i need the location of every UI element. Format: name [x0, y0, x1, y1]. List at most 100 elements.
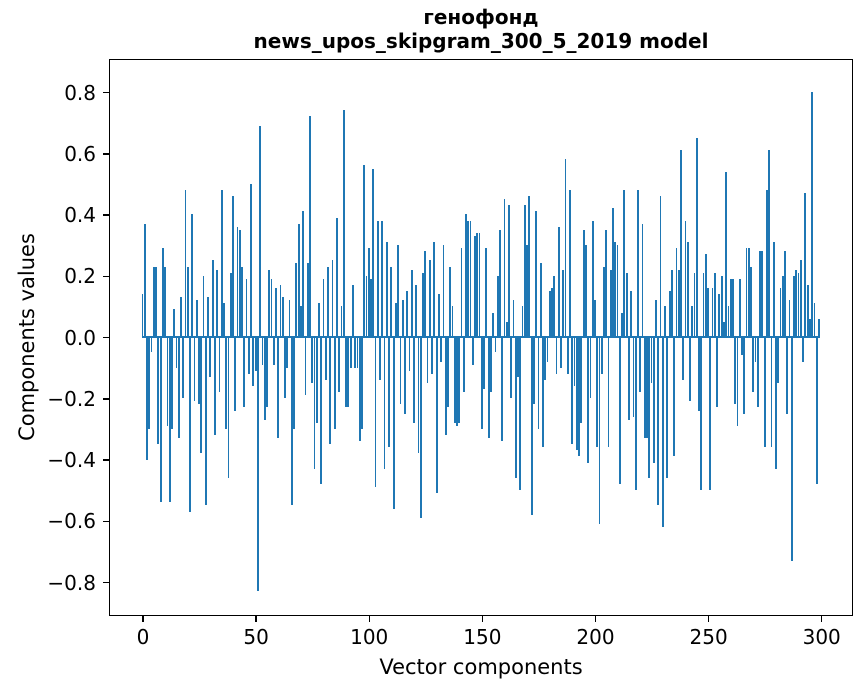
x-tick-label: 200 [576, 625, 615, 649]
y-tick-label: 0.4 [64, 203, 96, 227]
x-axis-label: Vector components [379, 655, 583, 679]
bar [756, 337, 759, 408]
bar [293, 337, 295, 429]
bar [539, 263, 542, 337]
y-tick-mark [103, 581, 110, 584]
bar [745, 248, 748, 337]
y-tick-mark [103, 91, 110, 94]
bar [259, 125, 262, 337]
bar [329, 337, 332, 445]
bar [220, 189, 223, 337]
bar [695, 137, 698, 337]
bar [422, 272, 424, 337]
x-tick-label: 150 [463, 625, 502, 649]
bar [652, 337, 655, 463]
bar [677, 269, 680, 337]
bar [657, 337, 660, 506]
bar [193, 337, 196, 402]
bar [765, 189, 768, 337]
bar [793, 275, 795, 337]
bar [691, 306, 694, 337]
bar [404, 337, 406, 414]
bar [281, 297, 284, 337]
bar [815, 337, 818, 485]
y-tick-label: −0.2 [47, 386, 96, 411]
bar [173, 309, 176, 337]
bar [406, 291, 409, 337]
bar [152, 266, 155, 337]
bar [544, 337, 547, 380]
bar [320, 337, 323, 485]
bar [214, 337, 216, 435]
bar [327, 266, 329, 337]
bar [202, 275, 205, 337]
bar [270, 278, 273, 337]
bar [304, 337, 307, 396]
bar [496, 275, 499, 337]
bar [218, 337, 221, 393]
bar [754, 337, 757, 362]
bar [417, 337, 420, 454]
x-tick-mark [255, 615, 257, 622]
bar [603, 266, 605, 337]
bar [661, 337, 664, 527]
bar [727, 306, 730, 337]
bar [578, 337, 581, 457]
bar [621, 312, 623, 337]
bar [180, 297, 182, 337]
bar [252, 337, 255, 386]
bar [646, 337, 648, 439]
bar [591, 220, 594, 337]
bar [376, 220, 379, 337]
bar [784, 251, 786, 337]
bar [311, 337, 314, 383]
bar [370, 278, 372, 337]
bar [698, 337, 700, 411]
bar [818, 318, 820, 337]
bar [333, 337, 336, 429]
bar [775, 337, 777, 469]
bar [720, 275, 723, 337]
bar [462, 337, 465, 393]
bar [594, 300, 596, 337]
bar [460, 248, 463, 337]
bar [302, 211, 305, 337]
bar [431, 337, 433, 374]
bar [704, 254, 707, 337]
bar [358, 337, 361, 442]
bar [655, 300, 657, 337]
bar [532, 337, 535, 405]
x-tick-label: 250 [689, 625, 728, 649]
y-tick-label: −0.6 [47, 509, 96, 534]
bar [799, 260, 802, 337]
bar [702, 272, 705, 337]
bar [523, 205, 526, 337]
bar [607, 337, 610, 448]
y-tick-mark [103, 459, 110, 461]
bar [229, 272, 232, 337]
bar [345, 337, 348, 408]
y-tick-label: 0.8 [64, 80, 96, 105]
bar [585, 245, 587, 337]
bar [501, 337, 504, 442]
bar [150, 337, 153, 353]
bar [166, 337, 169, 426]
bar [732, 278, 734, 337]
bar [777, 337, 780, 383]
bar [363, 165, 366, 337]
x-tick-mark [594, 615, 597, 622]
y-tick-mark [103, 336, 110, 339]
bar [537, 337, 540, 429]
bar [392, 337, 395, 509]
bar [234, 337, 237, 411]
bar [399, 337, 402, 405]
bar [155, 266, 157, 337]
bar [465, 214, 467, 337]
bar [354, 337, 357, 368]
bar [177, 337, 180, 439]
bar [236, 226, 239, 337]
bar [709, 337, 712, 491]
bar [241, 266, 243, 337]
bar [808, 318, 811, 337]
